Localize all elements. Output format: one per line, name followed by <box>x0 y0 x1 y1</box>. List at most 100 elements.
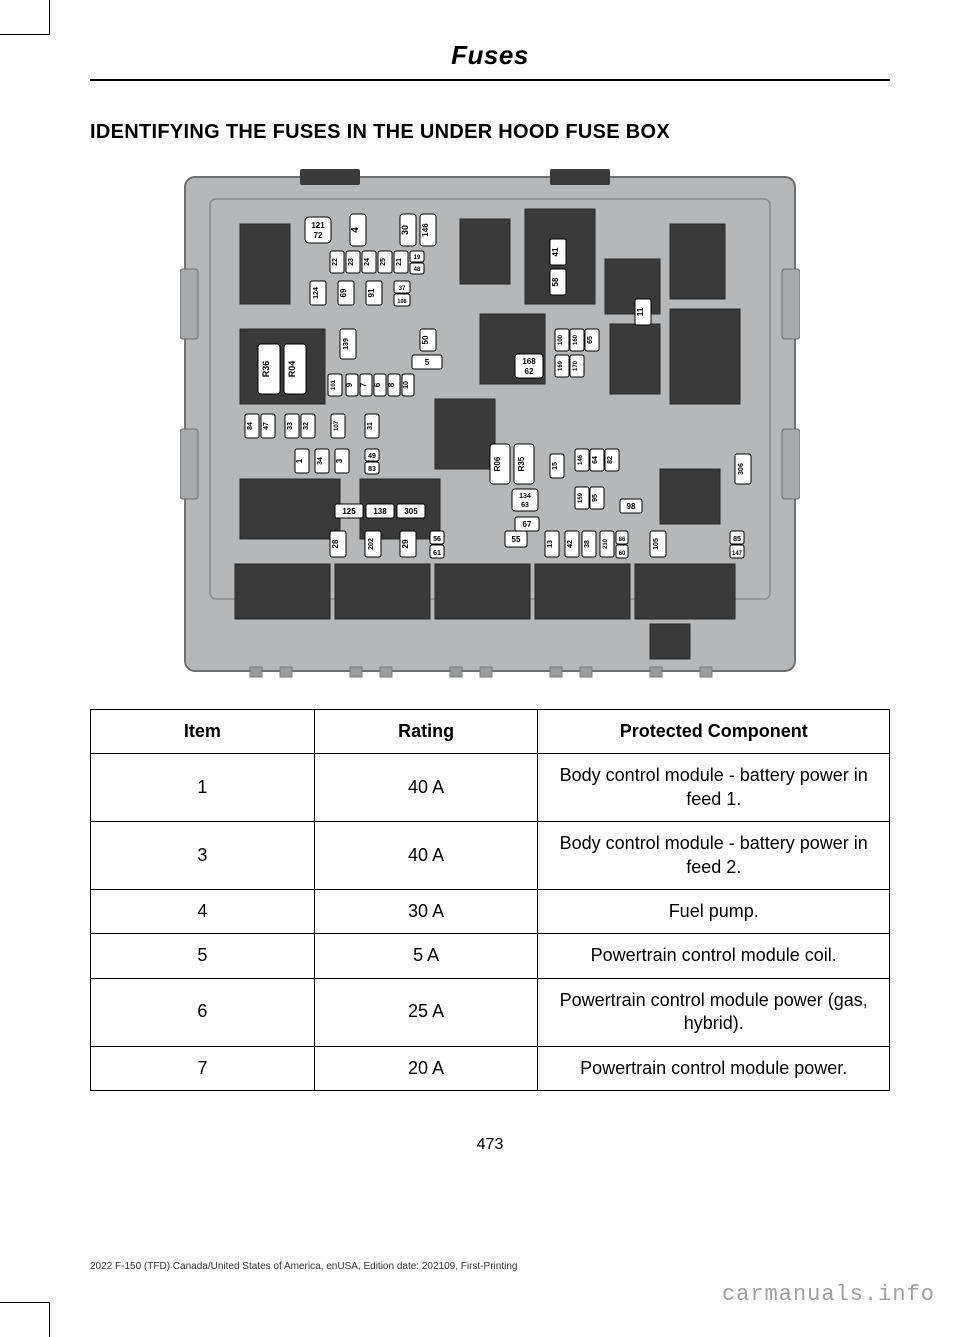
table-row: 6 25 A Powertrain control module power (… <box>91 978 890 1046</box>
svg-text:56: 56 <box>433 536 441 543</box>
svg-text:23: 23 <box>348 258 355 266</box>
svg-text:159: 159 <box>578 492 584 503</box>
svg-text:37: 37 <box>399 286 406 292</box>
col-item: Item <box>91 710 315 754</box>
svg-text:7: 7 <box>359 382 368 387</box>
page-number: 473 <box>90 1136 890 1154</box>
svg-text:101: 101 <box>331 379 337 390</box>
crop-mark-top-left <box>0 0 50 35</box>
svg-text:91: 91 <box>367 288 376 297</box>
table-body: 1 40 A Body control module - battery pow… <box>91 754 890 1091</box>
crop-mark-bottom-left <box>0 1302 50 1337</box>
svg-text:R35: R35 <box>517 456 526 471</box>
svg-text:8: 8 <box>387 382 396 387</box>
svg-text:107: 107 <box>334 420 340 431</box>
svg-text:28: 28 <box>331 539 340 548</box>
svg-text:69: 69 <box>339 288 348 297</box>
svg-text:83: 83 <box>368 466 376 473</box>
page-content: Fuses IDENTIFYING THE FUSES IN THE UNDER… <box>90 40 890 1287</box>
chapter-title: Fuses <box>90 40 890 79</box>
svg-text:305: 305 <box>404 507 418 516</box>
svg-text:10: 10 <box>403 381 410 389</box>
svg-text:25: 25 <box>380 258 387 266</box>
table-row: 7 20 A Powertrain control module power. <box>91 1046 890 1090</box>
svg-text:160: 160 <box>573 334 579 345</box>
svg-text:306: 306 <box>738 463 745 475</box>
svg-text:31: 31 <box>367 422 374 430</box>
svg-text:38: 38 <box>584 540 591 548</box>
svg-text:R06: R06 <box>493 456 502 471</box>
svg-text:125: 125 <box>342 507 356 516</box>
svg-text:134: 134 <box>519 493 531 500</box>
svg-text:33: 33 <box>287 422 294 430</box>
svg-text:34: 34 <box>317 457 324 465</box>
svg-text:1: 1 <box>295 458 304 463</box>
svg-text:124: 124 <box>313 287 320 299</box>
svg-text:65: 65 <box>587 336 594 344</box>
svg-text:210: 210 <box>603 538 609 549</box>
table-row: 5 5 A Powertrain control module coil. <box>91 934 890 978</box>
svg-text:108: 108 <box>397 299 406 305</box>
svg-text:62: 62 <box>525 367 534 376</box>
svg-text:13: 13 <box>547 540 554 548</box>
table-row: 1 40 A Body control module - battery pow… <box>91 754 890 822</box>
fuse-box-diagram: 121 72 4 30 146 22 23 24 25 21 1 9 48 <box>180 169 800 679</box>
svg-text:R36: R36 <box>261 361 271 378</box>
svg-text:21: 21 <box>396 258 403 266</box>
svg-text:11: 11 <box>636 307 645 316</box>
svg-text:85: 85 <box>733 536 741 543</box>
svg-text:22: 22 <box>332 258 339 266</box>
svg-text:202: 202 <box>368 538 375 550</box>
svg-text:32: 32 <box>303 422 310 430</box>
svg-text:64: 64 <box>592 456 599 464</box>
svg-text:49: 49 <box>368 453 376 460</box>
svg-text:105: 105 <box>653 538 660 550</box>
svg-text:82: 82 <box>607 456 614 464</box>
svg-text:146: 146 <box>421 223 430 237</box>
svg-text:15: 15 <box>552 462 559 470</box>
title-rule <box>90 79 890 81</box>
svg-text:9: 9 <box>345 382 354 387</box>
svg-text:121: 121 <box>311 221 325 230</box>
svg-text:98: 98 <box>627 502 636 511</box>
svg-text:55: 55 <box>512 535 521 544</box>
svg-text:30: 30 <box>400 225 410 235</box>
svg-text:5: 5 <box>425 358 430 367</box>
svg-text:50: 50 <box>421 335 430 344</box>
svg-text:60: 60 <box>619 551 626 557</box>
svg-text:139: 139 <box>343 338 350 350</box>
watermark: carmanuals.info <box>722 1282 935 1307</box>
fuse-table: Item Rating Protected Component 1 40 A B… <box>90 709 890 1091</box>
svg-text:146: 146 <box>578 454 584 465</box>
col-component: Protected Component <box>538 710 890 754</box>
svg-text:100: 100 <box>558 334 564 345</box>
svg-text:R04: R04 <box>287 361 297 378</box>
svg-text:138: 138 <box>373 507 387 516</box>
svg-text:147: 147 <box>732 551 743 557</box>
svg-text:67: 67 <box>523 520 532 529</box>
svg-text:24: 24 <box>364 258 371 266</box>
svg-text:84: 84 <box>247 422 254 430</box>
table-header-row: Item Rating Protected Component <box>91 710 890 754</box>
svg-text:47: 47 <box>263 422 270 430</box>
col-rating: Rating <box>314 710 538 754</box>
table-row: 3 40 A Body control module - battery pow… <box>91 822 890 890</box>
svg-text:29: 29 <box>401 539 410 548</box>
svg-text:86: 86 <box>619 537 626 543</box>
svg-text:4: 4 <box>350 227 361 233</box>
svg-text:63: 63 <box>521 502 529 509</box>
svg-text:95: 95 <box>592 494 599 502</box>
table-row: 4 30 A Fuel pump. <box>91 889 890 933</box>
svg-text:61: 61 <box>433 550 441 557</box>
svg-text:169: 169 <box>558 360 564 371</box>
fuse-box-svg: 121 72 4 30 146 22 23 24 25 21 1 9 48 <box>180 169 800 679</box>
svg-text:170: 170 <box>573 360 579 371</box>
footer-text: 2022 F-150 (TFD) Canada/United States of… <box>90 1261 517 1272</box>
svg-text:6: 6 <box>373 382 382 387</box>
svg-text:58: 58 <box>551 277 560 286</box>
svg-text:3: 3 <box>335 458 344 463</box>
svg-text:72: 72 <box>314 231 323 240</box>
section-heading: IDENTIFYING THE FUSES IN THE UNDER HOOD … <box>90 121 890 144</box>
svg-text:48: 48 <box>414 267 421 273</box>
svg-text:41: 41 <box>551 247 560 256</box>
